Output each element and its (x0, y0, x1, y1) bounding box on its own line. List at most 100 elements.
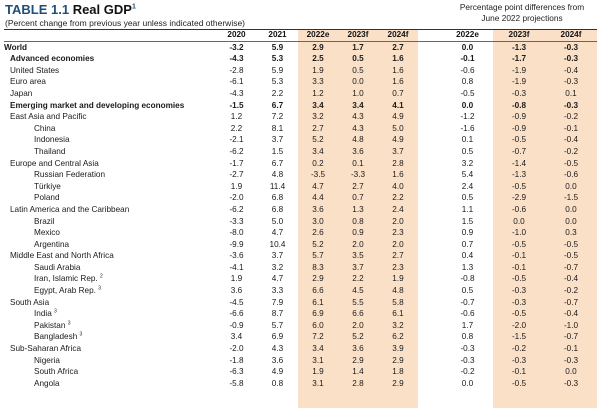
diff-cell: -0.6 (563, 170, 579, 180)
diff-col-header: 2023f (493, 29, 545, 42)
value-cell: 6.7 (271, 158, 284, 168)
row-footnote: 3 (67, 320, 71, 327)
diff-cell: 0.0 (513, 216, 525, 226)
value-cell: 2.7 (392, 42, 404, 52)
gap-cell (418, 192, 442, 204)
diff-cell: -0.3 (563, 100, 579, 110)
value-cell: 3.0 (312, 216, 324, 226)
gap-cell (418, 262, 442, 274)
table-row: Iran, Islamic Rep. 2 1.9 4.7 2.9 2.2 1.9 -0.8 -… (4, 273, 597, 285)
value-cell: 4.3 (352, 112, 364, 122)
table-row: Indonesia -2.1 3.7 5.2 4.8 4.9 0.1 -0.5 -0.4 (4, 134, 597, 146)
row-label: India (34, 309, 52, 319)
value-cell: 4.8 (271, 170, 284, 180)
value-cell: 3.2 (312, 112, 324, 122)
diff-cell: -0.8 (460, 274, 475, 284)
row-label: Advanced economies (10, 54, 95, 64)
value-cell: 6.2 (392, 332, 404, 342)
row-footnote: 2 (99, 273, 103, 280)
value-cell: 2.8 (392, 158, 404, 168)
gap-cell (418, 169, 442, 181)
diff-cell: -0.5 (563, 251, 579, 261)
diff-cell: 0.0 (461, 42, 474, 52)
diff-cell: 0.3 (565, 228, 577, 238)
row-label-cell: South Asia (4, 297, 216, 309)
gap-cell (418, 216, 442, 228)
value-cell: -4.5 (229, 297, 244, 307)
row-label: Türkiye (34, 181, 61, 191)
diff-cell: -0.6 (511, 204, 527, 214)
table-row: Japan -4.3 2.2 1.2 1.0 0.7 -0.5 -0.3 0.1 (4, 88, 597, 100)
row-label: Emerging market and developing economies (10, 100, 185, 110)
value-cell: 5.3 (271, 77, 284, 87)
value-cell: 1.3 (352, 204, 364, 214)
row-label-cell: Mexico (4, 227, 216, 239)
table-row: South Africa -6.3 4.9 1.9 1.4 1.8 -0.2 -0.1 0.0 (4, 366, 597, 378)
value-cell: 1.7 (352, 42, 364, 52)
row-label-cell: Egypt, Arab Rep. 3 (4, 285, 216, 297)
value-cell: 3.3 (271, 286, 284, 296)
value-cell: 7.2 (271, 112, 284, 122)
value-cell: -6.6 (229, 309, 244, 319)
row-label-cell: Türkiye (4, 181, 216, 193)
diff-cell: -0.1 (511, 251, 527, 261)
diff-col-header: 2024f (545, 29, 597, 42)
value-cell: -6.3 (229, 367, 244, 377)
value-cell: -6.2 (229, 146, 244, 156)
value-cell: 0.7 (392, 88, 404, 98)
row-footnote: 3 (54, 308, 57, 315)
value-cell: 3.5 (352, 251, 364, 261)
gap-cell (418, 250, 442, 262)
table-subtitle: (Percent change from previous year unles… (5, 18, 246, 28)
row-label: Brazil (34, 216, 55, 226)
diff-cell: 1.1 (461, 204, 474, 214)
forecast-shade (298, 30, 418, 408)
row-label-cell: Pakistan 3 (4, 320, 216, 332)
diff-cell: -0.7 (563, 297, 579, 307)
table-row: South Asia -4.5 7.9 6.1 5.5 5.8 -0.7 -0.3 -0.7 (4, 297, 597, 309)
diff-cell: 0.7 (461, 239, 474, 249)
value-cell: -1.5 (229, 100, 244, 110)
value-cell: 2.3 (392, 228, 404, 238)
value-cell: 2.3 (392, 262, 404, 272)
table-row: United States -2.8 5.9 1.9 0.5 1.6 -0.6 -1.9 -0.… (4, 65, 597, 77)
diff-cell: -1.6 (460, 123, 475, 133)
row-label-cell: China (4, 123, 216, 135)
value-cell: -2.0 (229, 193, 244, 203)
value-cell: -2.0 (229, 344, 244, 354)
diff-cell: -0.3 (563, 42, 579, 52)
diff-cell: -0.1 (511, 367, 527, 377)
col-header: 2023f (338, 29, 378, 42)
row-label-cell: World (4, 41, 216, 53)
diff-cell: -0.6 (460, 65, 475, 75)
value-cell: 1.9 (312, 65, 324, 75)
diff-cell: -0.3 (563, 378, 579, 388)
diff-cell: -1.5 (511, 332, 527, 342)
diff-cell: -0.9 (511, 112, 527, 122)
row-label-cell: Argentina (4, 239, 216, 251)
diff-cell: -0.3 (563, 54, 579, 64)
diff-cell: -0.7 (460, 297, 475, 307)
row-label: United States (10, 65, 60, 75)
table-row: Middle East and North Africa -3.6 3.7 5.7 3.… (4, 250, 597, 262)
diff-cell: -0.5 (460, 88, 475, 98)
diff-cell: -0.4 (563, 274, 579, 284)
value-cell: -4.1 (229, 262, 244, 272)
table-name: Real GDP (72, 2, 132, 17)
diff-cell: -0.4 (563, 309, 579, 319)
gap-cell (418, 239, 442, 251)
value-cell: 6.9 (271, 332, 284, 342)
gap-cell (418, 100, 442, 112)
diff-cell: -0.7 (563, 332, 579, 342)
diff-cell: -0.3 (563, 77, 579, 87)
value-cell: 1.0 (352, 88, 364, 98)
value-cell: 4.8 (392, 286, 404, 296)
table-row: Euro area -6.1 5.3 3.3 0.0 1.6 0.8 -1.9 -0.3 (4, 76, 597, 88)
value-cell: 5.0 (392, 123, 404, 133)
diff-cell: -1.9 (511, 77, 527, 87)
value-cell: 1.4 (352, 367, 364, 377)
value-cell: 7.9 (271, 297, 284, 307)
value-cell: -2.8 (229, 65, 244, 75)
value-cell: 2.9 (352, 355, 364, 365)
row-label: Japan (10, 88, 33, 98)
